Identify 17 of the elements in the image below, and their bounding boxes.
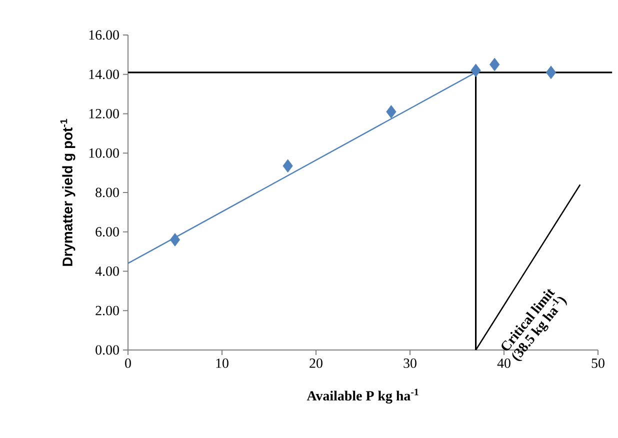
y-tick-label: 2.00	[96, 306, 119, 316]
x-tick-label: 0	[125, 358, 131, 368]
x-axis-title: Available P kg ha$^{-1}$	[306, 388, 418, 404]
x-tick-label: 30	[404, 358, 416, 368]
y-tick-label: 16.00	[89, 30, 119, 40]
y-tick-label: 6.00	[96, 227, 119, 237]
x-tick-label: 50	[592, 358, 604, 368]
y-tick-label: 12.00	[89, 108, 119, 118]
y-tick-label: 14.00	[89, 70, 119, 80]
x-tick-label: 40	[497, 358, 510, 368]
x-tick-label: 20	[310, 358, 322, 368]
y-tick-label: 8.00	[96, 188, 119, 198]
y-tick-label: 4.00	[95, 266, 119, 276]
x-tick-label: 10	[216, 358, 228, 368]
y-tick-label: 0.00	[96, 345, 119, 355]
y-axis-title: Drymatter yield g pot$^{-1}$	[60, 118, 76, 266]
y-tick-label: 10.00	[89, 148, 119, 158]
